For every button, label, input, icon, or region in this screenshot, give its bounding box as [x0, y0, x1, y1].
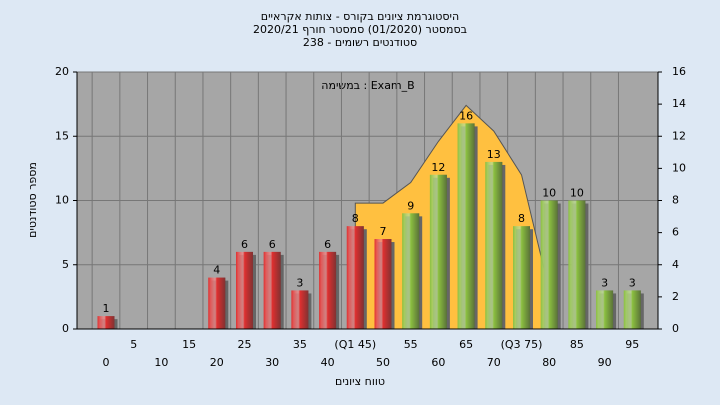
- bar: [457, 123, 475, 330]
- x-tick-label: 20: [210, 356, 224, 369]
- bar-base: [568, 200, 586, 329]
- bar-base: [236, 251, 253, 329]
- bar: [291, 290, 309, 329]
- y-tick-label: 15: [55, 129, 69, 142]
- value-label: 6: [241, 238, 248, 251]
- x-tick-label: 25: [238, 338, 252, 351]
- bar-base: [402, 213, 420, 329]
- x-tick-label: 85: [570, 338, 584, 351]
- bar-base: [291, 290, 309, 329]
- y-tick-label: 20: [55, 65, 69, 78]
- bar-base: [319, 251, 337, 329]
- bar: [568, 200, 586, 329]
- bar: [596, 290, 614, 329]
- y-axis-label: מספר סטודנטים: [26, 162, 39, 238]
- value-label: 4: [213, 264, 220, 277]
- y-tick-label: 10: [55, 194, 69, 207]
- x-tick-label: 80: [542, 356, 556, 369]
- value-label: 3: [296, 276, 303, 289]
- value-label: 10: [570, 187, 584, 200]
- chart-subtitle: סטודנטים רשומים - 238: [303, 36, 417, 49]
- x-tick-label: 90: [598, 356, 612, 369]
- bar: [208, 277, 226, 329]
- x-tick-label: 50: [376, 356, 390, 369]
- bar: [485, 161, 503, 329]
- x-tick-label: 35: [293, 338, 307, 351]
- bar: [540, 200, 558, 329]
- x-tick-label: 60: [431, 356, 445, 369]
- bar: [236, 251, 253, 329]
- value-label: 13: [487, 148, 501, 161]
- x-tick-label: 40: [321, 356, 335, 369]
- y2-tick-label: 12: [672, 129, 686, 142]
- bar-base: [540, 200, 558, 329]
- x-tick-label: 55: [404, 338, 418, 351]
- bar-base: [623, 290, 641, 329]
- x-tick-label: 95: [625, 338, 639, 351]
- annotation: במשימה : Exam_B: [321, 79, 414, 92]
- x-tick-label: 0: [103, 356, 110, 369]
- bar-base: [346, 226, 364, 329]
- bar-base: [429, 174, 447, 329]
- chart-title: היסטוגרמת ציונים בקורס - צותות אקראיים: [261, 10, 459, 23]
- bar-base: [374, 239, 392, 329]
- x-axis-label: טווח ציונים: [335, 375, 385, 388]
- value-label: 9: [407, 199, 414, 212]
- value-label: 1: [103, 302, 110, 315]
- value-label: 6: [324, 238, 331, 251]
- x-tick-label: 30: [265, 356, 279, 369]
- bar: [319, 251, 337, 329]
- y-tick-label: 0: [62, 322, 69, 335]
- value-label: 7: [380, 225, 387, 238]
- value-label: 3: [629, 276, 636, 289]
- bar-base: [485, 161, 503, 329]
- bar-base: [596, 290, 614, 329]
- bar-base: [208, 277, 226, 329]
- y2-tick-label: 14: [672, 97, 686, 110]
- x-tick-label: 10: [154, 356, 168, 369]
- y-tick-label: 5: [62, 258, 69, 271]
- bar-base: [513, 226, 530, 329]
- bar: [623, 290, 641, 329]
- bar: [402, 213, 420, 329]
- value-label: 8: [352, 212, 359, 225]
- value-label: 3: [601, 276, 608, 289]
- y2-tick-label: 10: [672, 161, 686, 174]
- y2-tick-label: 16: [672, 65, 686, 78]
- y2-tick-label: 4: [672, 258, 679, 271]
- x-tick-label: 15: [182, 338, 196, 351]
- bar: [346, 226, 364, 329]
- x-tick-label: 5: [130, 338, 137, 351]
- bar: [374, 239, 392, 329]
- bar-base: [97, 316, 115, 329]
- bar: [513, 226, 530, 329]
- x-tick-label: (Q3 75): [501, 338, 543, 351]
- x-tick-label: (Q1 45): [334, 338, 376, 351]
- y2-tick-label: 2: [672, 290, 679, 303]
- bar-base: [263, 251, 281, 329]
- x-tick-label: 65: [459, 338, 473, 351]
- bar: [263, 251, 281, 329]
- bar: [429, 174, 447, 329]
- value-label: 16: [459, 109, 473, 122]
- y2-tick-label: 6: [672, 226, 679, 239]
- bar-base: [457, 123, 475, 330]
- y2-tick-label: 8: [672, 194, 679, 207]
- value-label: 6: [269, 238, 276, 251]
- value-label: 10: [542, 187, 556, 200]
- value-label: 8: [518, 212, 525, 225]
- y2-tick-label: 0: [672, 322, 679, 335]
- bar: [97, 316, 115, 329]
- value-label: 12: [431, 161, 445, 174]
- chart-subtitle: בסמסטר (01/2020) סמסטר חורף 2020/21: [253, 23, 467, 36]
- x-tick-label: 70: [487, 356, 501, 369]
